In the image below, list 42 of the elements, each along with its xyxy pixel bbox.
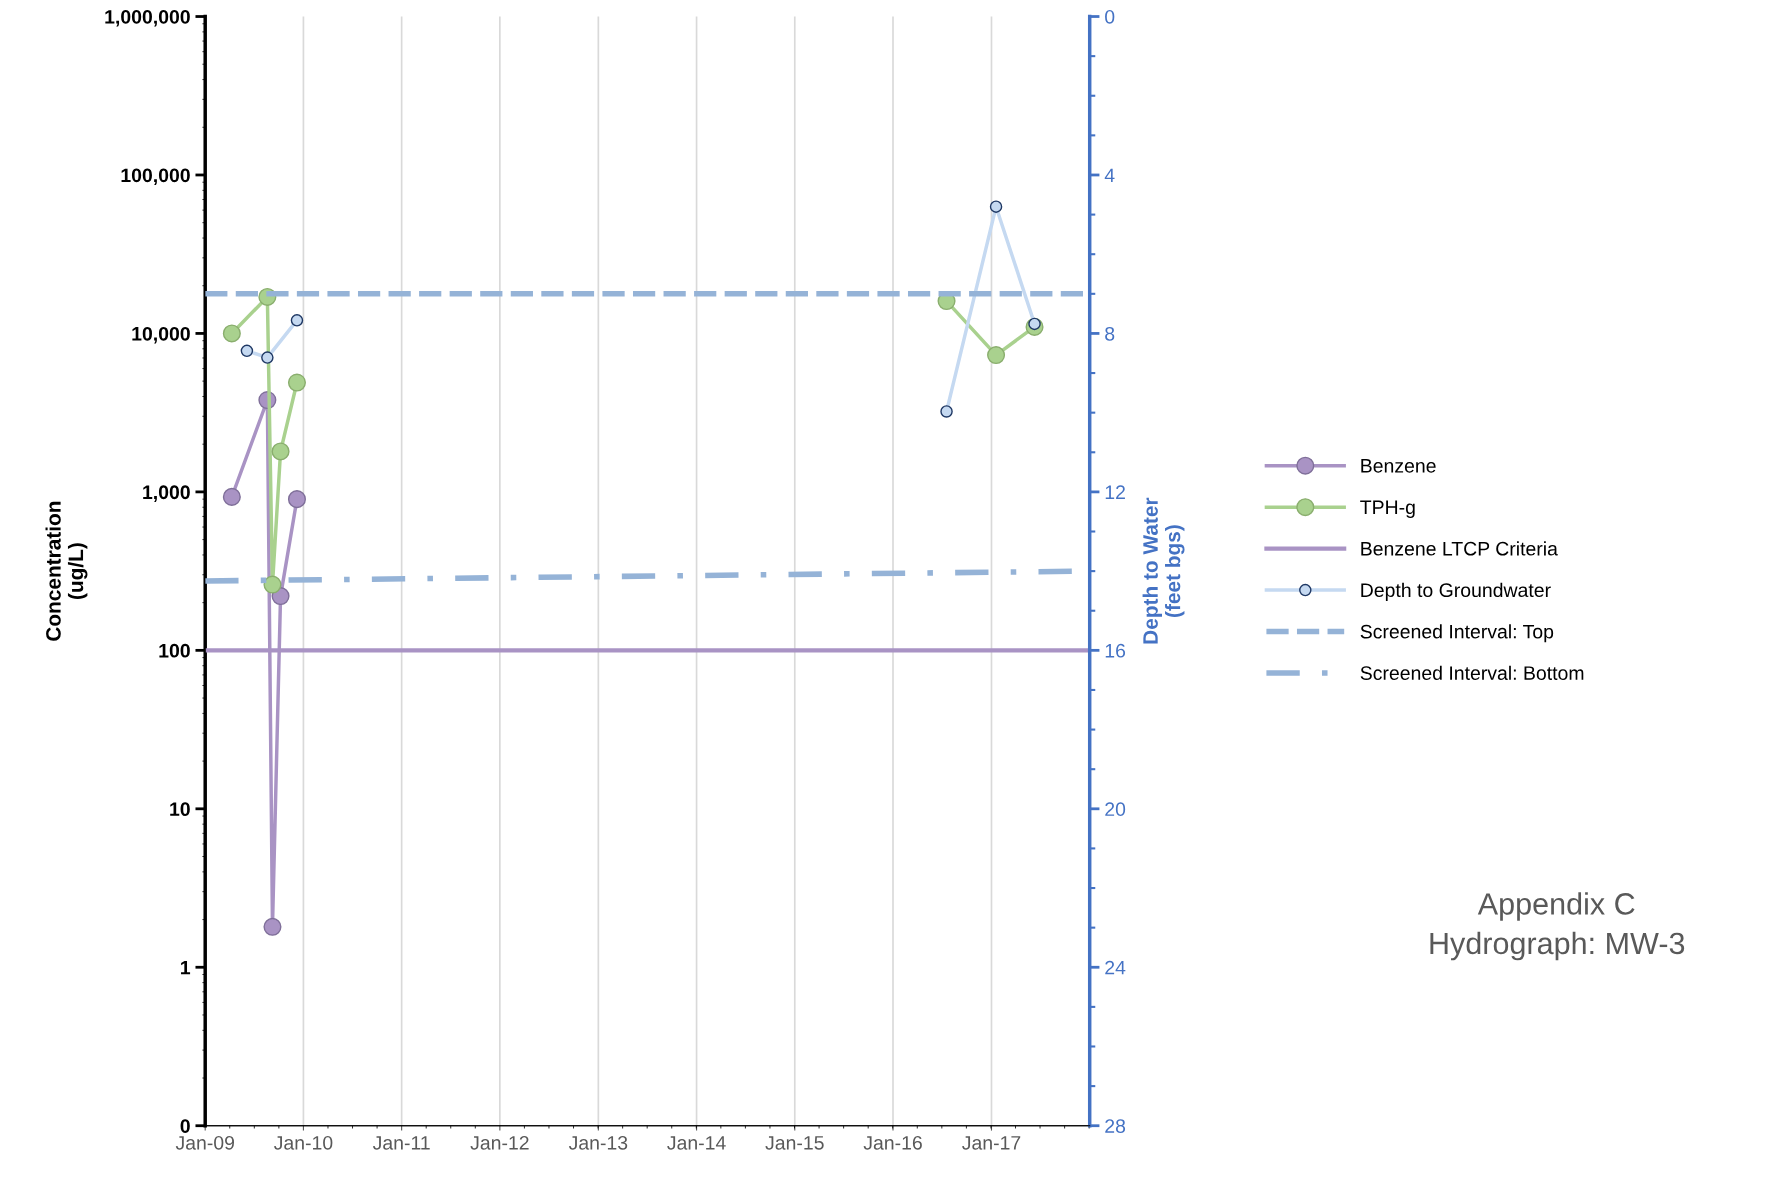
x-tick-label: Jan-09	[175, 1135, 235, 1150]
x-tick-label: Jan-11	[372, 1136, 430, 1150]
y-tick-label: 10	[170, 802, 190, 817]
point	[222, 487, 241, 506]
legend-label: TPH-g	[1360, 500, 1415, 518]
x-tick-label: Jan-12	[470, 1135, 529, 1150]
x-tick-label: Jan-13	[568, 1135, 628, 1150]
y-tick-label: 1	[181, 960, 191, 975]
y-tick-label: 10,000	[132, 326, 190, 344]
y2-tick-label: 8	[1105, 326, 1115, 341]
y2-axis-title: Depth to Water (feet bgs)	[1142, 497, 1185, 644]
y2-tick-label: 16	[1105, 643, 1126, 658]
text: Appendix C Hydrograph: MW-3	[1430, 892, 1685, 961]
y-tick-label: 1,000	[143, 485, 190, 502]
y-tick-label: 100,000	[121, 168, 190, 186]
x-tick-label: Jan-10	[274, 1135, 333, 1150]
point	[287, 373, 306, 392]
legend-label: Screened Interval: Bottom	[1360, 665, 1584, 680]
legend-label: Depth to Groundwater	[1361, 582, 1551, 601]
x-tick-label: Jan-14	[667, 1136, 726, 1150]
y-axis-title: Concentration (ug/L)	[45, 501, 88, 641]
legend-label: Benzene	[1361, 459, 1436, 473]
x-tick-label: Jan-16	[863, 1135, 922, 1150]
point	[222, 324, 241, 343]
y2-tick-label: 12	[1105, 485, 1125, 499]
x-tick-label: Jan-15	[765, 1136, 824, 1150]
legend-label: Benzene LTCP Criteria	[1361, 541, 1558, 556]
y2-tick-label: 24	[1105, 960, 1126, 975]
y2-tick-label: 20	[1105, 802, 1126, 817]
y2-tick-label: 0	[1105, 9, 1115, 24]
point	[987, 346, 1006, 365]
y-tick-label: 1,000,000	[105, 9, 190, 27]
point	[263, 575, 282, 594]
y2-tick-label: 4	[1104, 168, 1115, 183]
legend-label: Screened Interval: Top	[1360, 624, 1554, 643]
y-tick-label: 100	[159, 643, 190, 658]
x-tick-label: Jan-17	[962, 1136, 1021, 1150]
y-tick-label: 0	[180, 1119, 190, 1133]
point	[263, 917, 282, 936]
point	[287, 490, 306, 509]
y2-tick-label: 28	[1105, 1119, 1126, 1133]
point	[271, 442, 290, 461]
